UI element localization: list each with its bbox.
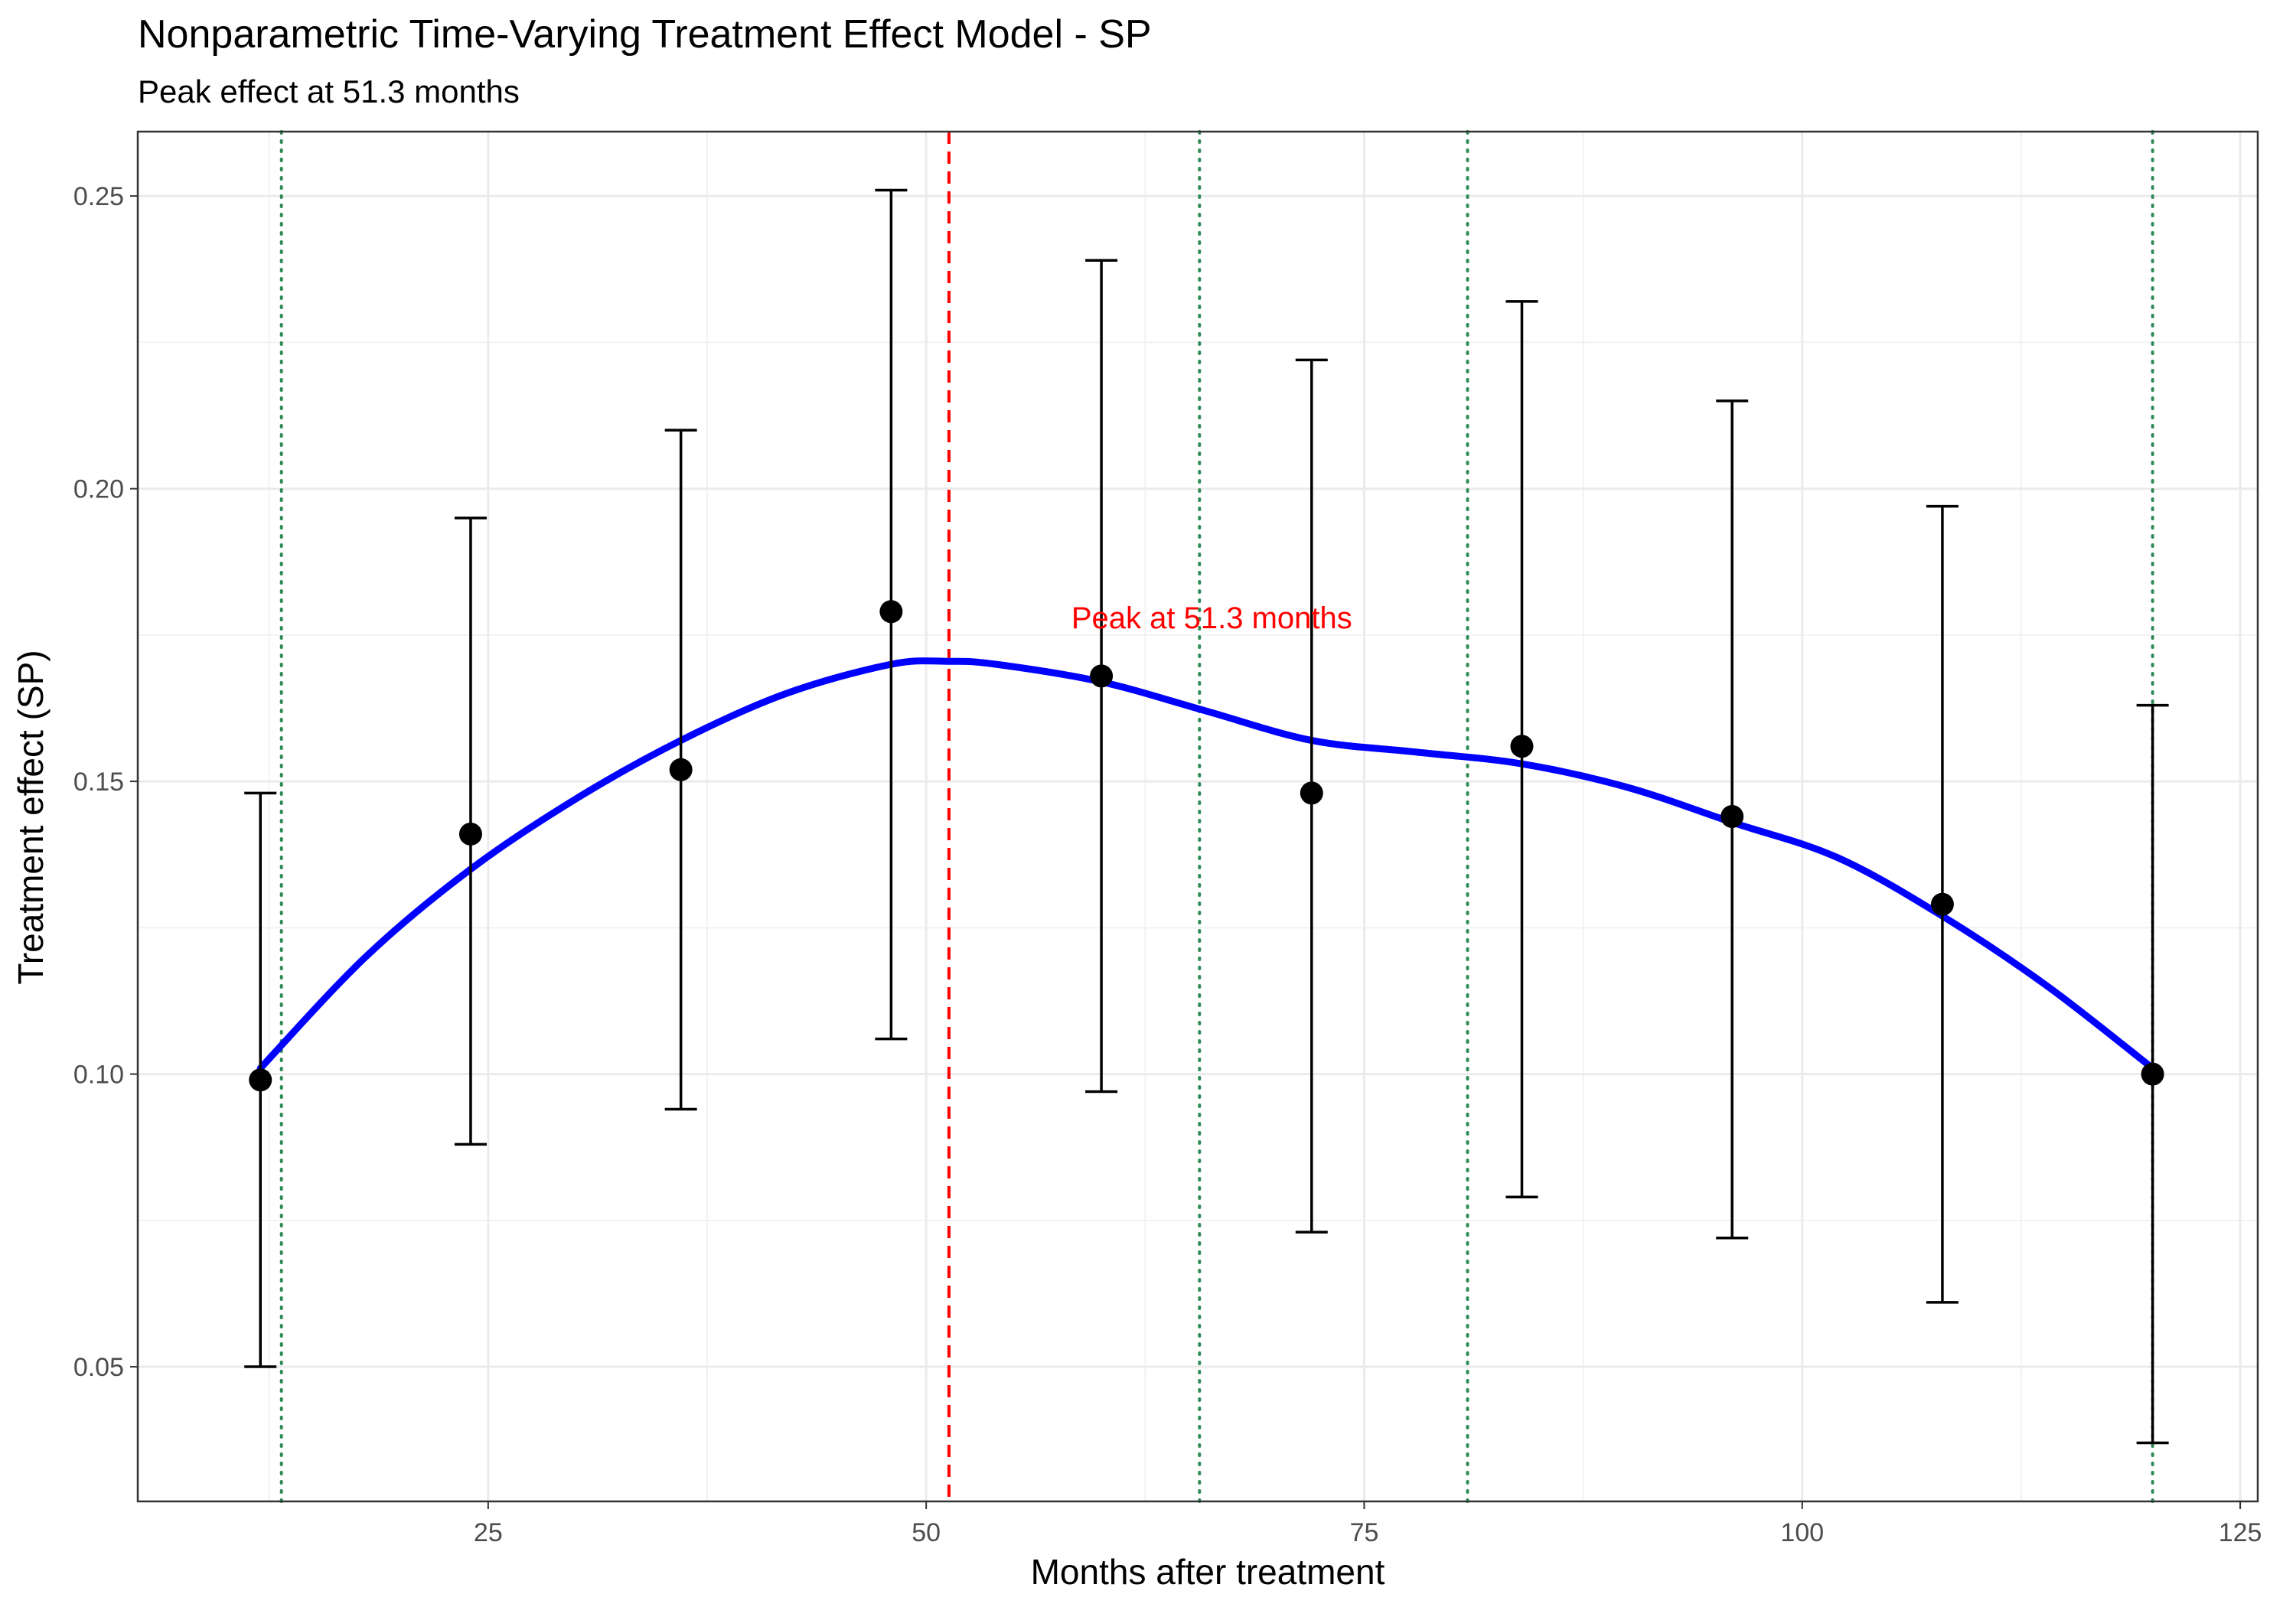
grid-lines (138, 132, 2258, 1501)
panel-border (136, 130, 2259, 1503)
y-axis-title: Treatment effect (SP) (11, 650, 51, 984)
x-axis-title: Months after treatment (1031, 1552, 1385, 1592)
data-point (1300, 781, 1323, 805)
axes: 25 50 75 100 125 0.05 0.10 0.15 0.20 0.25 (73, 130, 2262, 1547)
chart-subtitle: Peak effect at 51.3 months (138, 73, 520, 109)
y-tick-label: 0.20 (73, 475, 124, 504)
y-tick-label: 0.25 (73, 182, 124, 211)
x-tick-label: 75 (1350, 1518, 1379, 1547)
data-points (249, 600, 2164, 1092)
data-point (1090, 664, 1114, 688)
data-point (879, 600, 903, 624)
x-tick-label: 100 (1780, 1518, 1824, 1547)
data-point (1720, 805, 1744, 828)
peak-annotation: Peak at 51.3 months (1071, 601, 1352, 635)
chart-title: Nonparametric Time-Varying Treatment Eff… (138, 12, 1152, 57)
annotations: Peak at 51.3 months (1071, 601, 1352, 635)
data-point (669, 758, 693, 781)
x-tick-label: 25 (474, 1518, 503, 1547)
plot-background (138, 132, 2258, 1501)
y-tick-label: 0.05 (73, 1353, 124, 1382)
data-point (2141, 1062, 2164, 1086)
data-point (1510, 735, 1534, 758)
data-point (1930, 892, 1954, 916)
smooth-curve (256, 657, 2157, 1072)
x-tick-label: 50 (912, 1518, 941, 1547)
y-tick-label: 0.15 (73, 768, 124, 797)
data-point (249, 1068, 272, 1092)
smooth-curve-layer (256, 657, 2157, 1072)
plot-area (138, 132, 2258, 1501)
x-tick-label: 125 (2219, 1518, 2262, 1547)
y-tick-label: 0.10 (73, 1061, 124, 1090)
data-point (458, 822, 482, 846)
